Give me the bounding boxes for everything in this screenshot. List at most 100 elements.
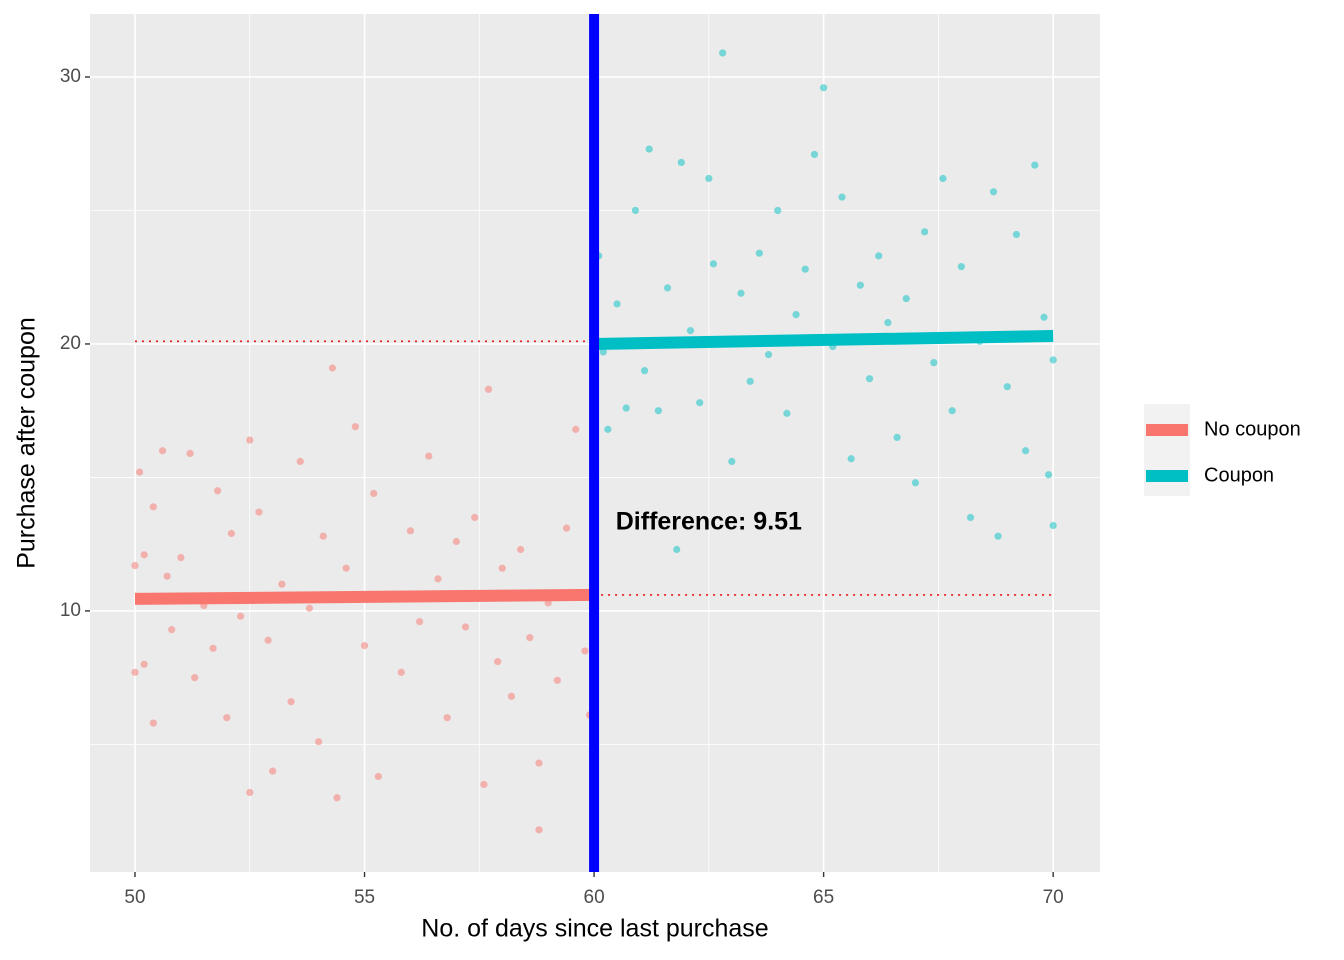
point [131,668,139,676]
point [696,399,704,407]
point [613,300,621,308]
point [535,759,543,767]
point [1003,383,1011,391]
point [663,284,672,292]
legend-key-bg [1144,404,1190,496]
point [604,425,612,433]
point [654,407,662,415]
point [374,772,382,781]
point [847,455,855,463]
point [163,572,171,580]
point [764,351,773,359]
point [131,561,139,570]
point [755,249,763,257]
x-axis-title: No. of days since last purchase [421,915,768,943]
point [498,564,506,572]
point [622,404,630,412]
point [149,503,157,511]
point [397,668,405,676]
legend-label: Coupon [1204,464,1274,486]
point [875,252,883,260]
point [1049,521,1057,530]
point [140,551,148,559]
point [269,767,277,775]
point [911,479,920,487]
point [425,452,433,460]
point [191,674,199,682]
point [856,281,864,289]
point [315,738,323,746]
point [581,647,589,655]
point [494,658,502,666]
point [305,604,314,612]
point [443,714,451,722]
point [246,436,254,444]
point [135,468,144,476]
point [360,642,369,650]
point [227,529,235,538]
y-axis-title: Purchase after coupon [13,317,41,569]
point [994,532,1002,540]
annotation: Difference: 9.51 [616,507,802,535]
point [966,513,975,522]
point [930,359,938,367]
point [328,364,336,372]
point [1022,447,1030,455]
x-tick-label: 65 [813,887,834,908]
point [507,692,516,700]
point [177,553,185,562]
point [484,385,493,393]
point [416,617,424,626]
point [434,575,442,583]
point [746,377,754,385]
point [673,545,681,554]
y-tick-label: 20 [60,333,81,354]
point [186,449,194,458]
point [1040,313,1048,321]
point [526,634,534,642]
point [342,564,350,572]
fit-line [134,588,595,605]
point [562,524,571,532]
point [149,719,157,727]
y-tick-label: 10 [60,600,81,621]
point [1031,161,1039,169]
point [737,289,745,297]
point [333,794,341,802]
point [223,714,231,722]
point [893,433,901,441]
point [370,489,378,498]
point [599,348,607,356]
x-tick-label: 55 [354,887,375,908]
point [792,310,800,319]
point [838,193,846,201]
point [783,409,791,417]
point [406,527,415,535]
point [728,457,736,466]
point [820,84,828,92]
point [214,487,222,495]
point [640,367,649,375]
point [645,145,653,153]
point [452,537,460,546]
point [631,206,640,215]
marks [131,14,1057,872]
x-tick-label: 70 [1043,887,1064,908]
point [158,447,167,455]
point [209,644,217,652]
point [517,545,525,554]
point [939,174,947,183]
point [319,532,327,540]
point [1049,356,1057,364]
point [902,294,910,303]
point [168,626,176,634]
point [1012,230,1021,239]
point [1044,471,1053,479]
point [705,174,713,183]
point [709,260,718,268]
point [719,49,727,57]
point [865,375,874,383]
point [461,623,470,631]
